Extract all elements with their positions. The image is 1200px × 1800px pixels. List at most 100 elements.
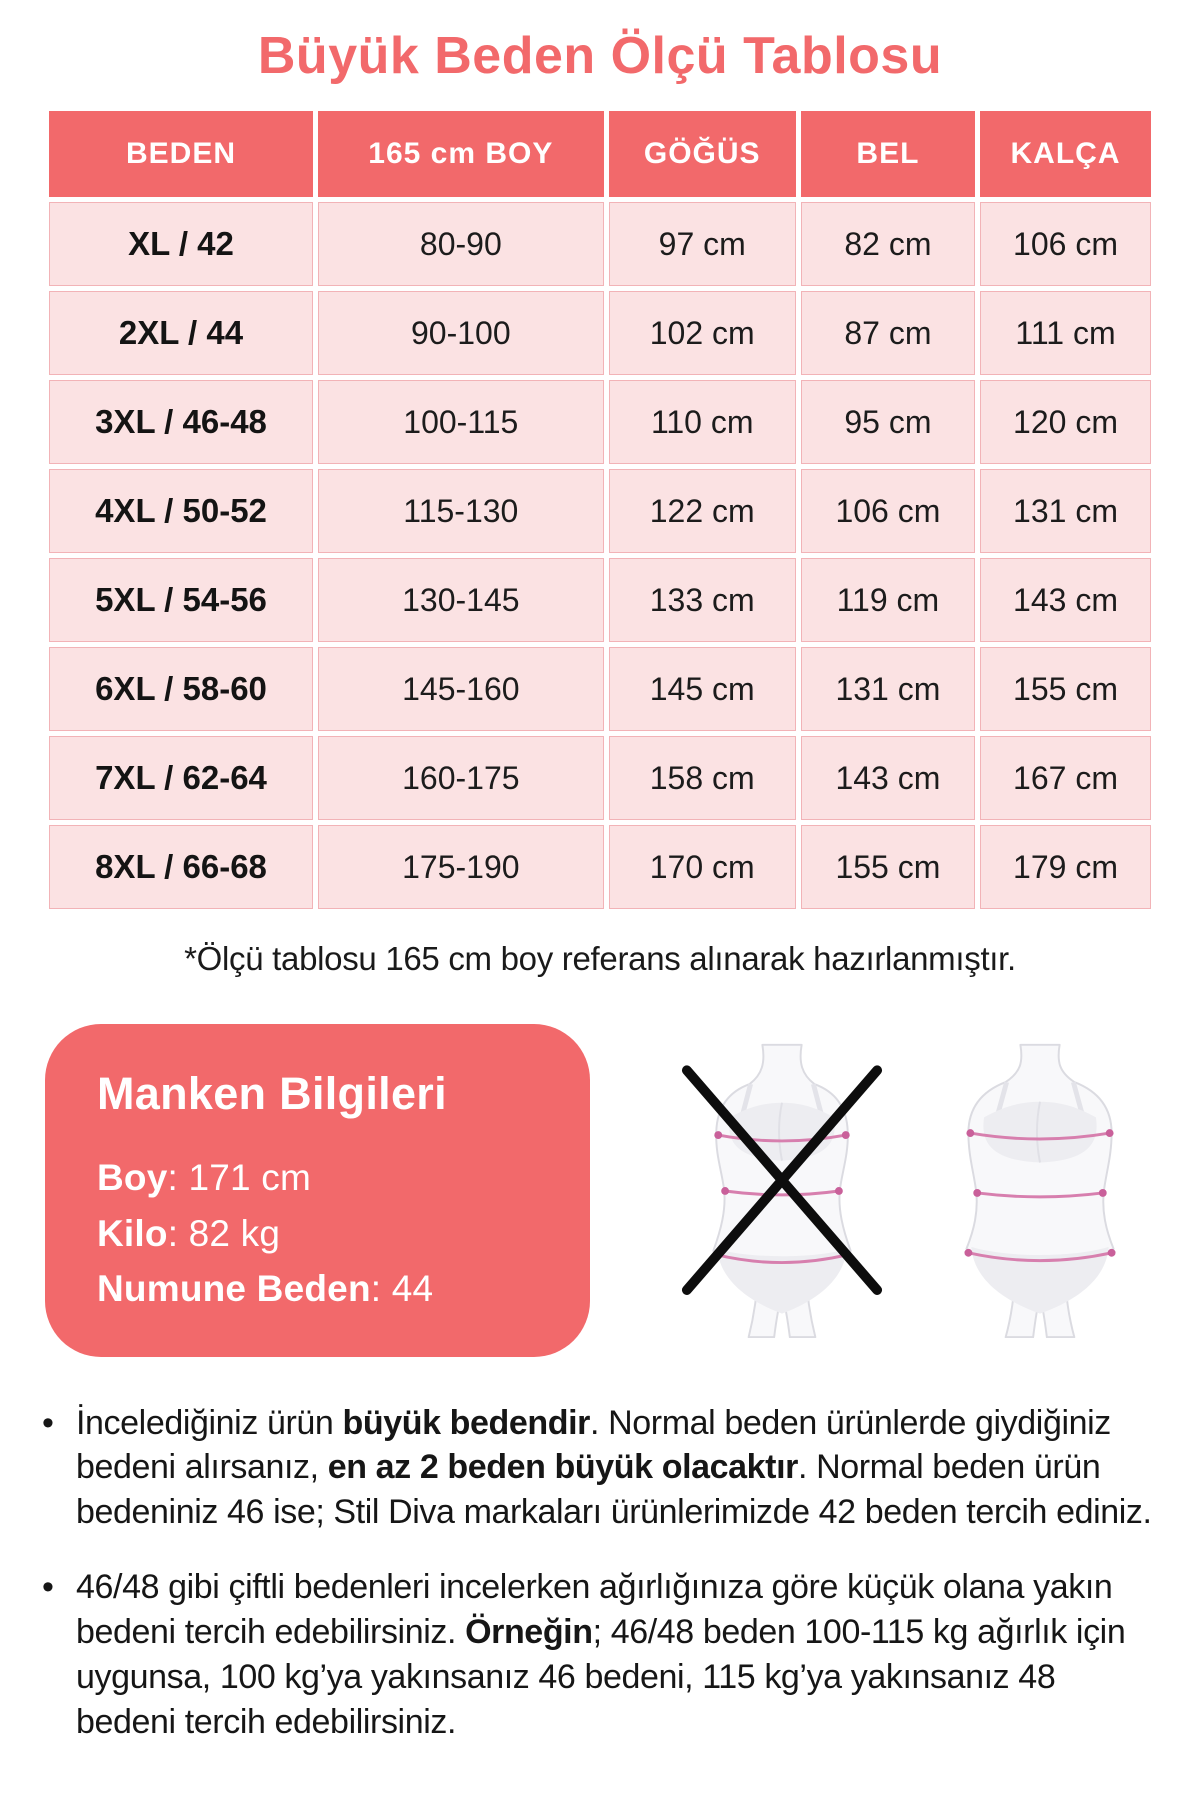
- table-row: XL / 42 80-90 97 cm 82 cm 106 cm: [49, 202, 1151, 286]
- measurement-cell: 115-130: [318, 469, 604, 553]
- size-label-cell: 5XL / 54-56: [49, 558, 313, 642]
- field-value: : 82 kg: [167, 1212, 281, 1254]
- size-label-cell: 4XL / 50-52: [49, 469, 313, 553]
- measurement-cell: 90-100: [318, 291, 604, 375]
- model-info-section: Manken Bilgileri Boy: 171 cm Kilo: 82 kg N…: [45, 1024, 1155, 1357]
- bullet-dot: •: [42, 1568, 54, 1607]
- model-info-field: Numune Beden: 44: [97, 1261, 560, 1317]
- note-text: 46/48 gibi çiftli bedenleri incelerken a…: [76, 1568, 1126, 1741]
- hip-measure-line: [715, 1253, 849, 1265]
- size-table-header-row: BEDEN 165 cm BOY GÖĞÜS BEL KALÇA: [49, 111, 1151, 197]
- plus-size-body-figure-icon: [964, 1043, 1116, 1338]
- measurement-cell: 111 cm: [980, 291, 1151, 375]
- column-header: GÖĞÜS: [608, 111, 796, 197]
- bra-divider: [778, 1102, 783, 1161]
- column-header: KALÇA: [980, 111, 1151, 197]
- measurement-cell: 102 cm: [608, 291, 796, 375]
- model-info-fields: Boy: 171 cm Kilo: 82 kg Numune Beden: 44: [97, 1150, 560, 1317]
- bra-divider: [1036, 1101, 1041, 1163]
- panties: [717, 1248, 847, 1314]
- measurement-cell: 175-190: [318, 825, 604, 909]
- measure-dot: [841, 1131, 850, 1139]
- waist-measure-line: [977, 1191, 1103, 1199]
- measure-dot: [1105, 1129, 1114, 1138]
- note-text: İncelediğiniz ürün büyük bedendir. Norma…: [76, 1403, 1152, 1532]
- measurement-cell: 160-175: [318, 736, 604, 820]
- x-cross-icon: [681, 1065, 883, 1295]
- measurement-cell: 131 cm: [800, 647, 975, 731]
- table-row: 5XL / 54-56 130-145 133 cm 119 cm 143 cm: [49, 558, 1151, 642]
- size-label-cell: 2XL / 44: [49, 291, 313, 375]
- hip-measure-line: [968, 1251, 1112, 1263]
- note-item: • 46/48 gibi çiftli bedenleri incelerken …: [42, 1565, 1160, 1745]
- model-info-field: Boy: 171 cm: [97, 1150, 560, 1206]
- measure-dot: [834, 1187, 843, 1195]
- measurement-cell: 167 cm: [980, 736, 1151, 820]
- waist-measure-line: [724, 1189, 840, 1197]
- measure-dot: [721, 1187, 730, 1195]
- measurement-cell: 145 cm: [608, 647, 796, 731]
- measurement-figures: [679, 1024, 1143, 1338]
- measurement-cell: 145-160: [318, 647, 604, 731]
- measure-dot: [1098, 1189, 1107, 1197]
- column-header: BEDEN: [49, 111, 313, 197]
- measurement-cell: 119 cm: [800, 558, 975, 642]
- measurement-cell: 106 cm: [800, 469, 975, 553]
- measure-dot: [1107, 1248, 1116, 1257]
- table-footnote: *Ölçü tablosu 165 cm boy referans alınar…: [184, 940, 1016, 977]
- table-row: 6XL / 58-60 145-160 145 cm 131 cm 155 cm: [49, 647, 1151, 731]
- table-row: 4XL / 50-52 115-130 122 cm 106 cm 131 cm: [49, 469, 1151, 553]
- panties: [971, 1246, 1109, 1314]
- crossed-slim-body-figure-icon: [681, 1043, 883, 1338]
- measurement-cell: 95 cm: [800, 380, 975, 464]
- measurement-cell: 97 cm: [608, 202, 796, 286]
- measurement-cell: 155 cm: [800, 825, 975, 909]
- measurement-cell: 170 cm: [608, 825, 796, 909]
- measure-dot: [714, 1131, 723, 1139]
- bra: [983, 1101, 1097, 1163]
- model-info-title: Manken Bilgileri: [97, 1068, 447, 1119]
- measurement-cell: 106 cm: [980, 202, 1151, 286]
- note-item: • İncelediğiniz ürün büyük bedendir. Norm…: [42, 1401, 1160, 1536]
- size-label-cell: 7XL / 62-64: [49, 736, 313, 820]
- measure-dot: [966, 1129, 975, 1138]
- measurement-cell: 133 cm: [608, 558, 796, 642]
- measurement-cell: 110 cm: [608, 380, 796, 464]
- measurement-cell: 143 cm: [800, 736, 975, 820]
- size-label-cell: 8XL / 66-68: [49, 825, 313, 909]
- bullet-dot: •: [42, 1403, 54, 1442]
- field-label: Kilo: [97, 1212, 168, 1254]
- measurement-cell: 80-90: [318, 202, 604, 286]
- size-label-cell: 3XL / 46-48: [49, 380, 313, 464]
- field-value: : 44: [370, 1268, 434, 1309]
- size-label-cell: 6XL / 58-60: [49, 647, 313, 731]
- table-row: 8XL / 66-68 175-190 170 cm 155 cm 179 cm: [49, 825, 1151, 909]
- model-info-field: Kilo: 82 kg: [97, 1206, 560, 1262]
- table-row: 7XL / 62-64 160-175 158 cm 143 cm 167 cm: [49, 736, 1151, 820]
- size-table-body: XL / 42 80-90 97 cm 82 cm 106 cm 2XL / 44 90-1…: [49, 202, 1151, 909]
- field-label: Boy: [97, 1157, 168, 1198]
- measurement-cell: 87 cm: [800, 291, 975, 375]
- page-title: Büyük Beden Ölçü Tablosu: [257, 27, 943, 85]
- bust-measure-line: [717, 1133, 847, 1143]
- measurement-cell: 131 cm: [980, 469, 1151, 553]
- table-row: 2XL / 44 90-100 102 cm 87 cm 111 cm: [49, 291, 1151, 375]
- measure-dot: [973, 1189, 982, 1197]
- measurement-cell: 155 cm: [980, 647, 1151, 731]
- measurement-cell: 100-115: [318, 380, 604, 464]
- measurement-cell: 82 cm: [800, 202, 975, 286]
- measurement-cell: 158 cm: [608, 736, 796, 820]
- size-table: BEDEN 165 cm BOY GÖĞÜS BEL KALÇA XL / 42 80-9…: [44, 106, 1156, 914]
- notes-list: • İncelediğiniz ürün büyük bedendir. Norm…: [42, 1401, 1160, 1745]
- field-value: : 171 cm: [167, 1157, 311, 1198]
- column-header: 165 cm BOY: [318, 111, 604, 197]
- size-label-cell: XL / 42: [49, 202, 313, 286]
- measurement-cell: 122 cm: [608, 469, 796, 553]
- measurement-cell: 130-145: [318, 558, 604, 642]
- column-header: BEL: [800, 111, 975, 197]
- table-row: 3XL / 46-48 100-115 110 cm 95 cm 120 cm: [49, 380, 1151, 464]
- measurement-cell: 120 cm: [980, 380, 1151, 464]
- field-label: Numune Beden: [97, 1268, 371, 1309]
- measurement-cell: 143 cm: [980, 558, 1151, 642]
- measurement-cell: 179 cm: [980, 825, 1151, 909]
